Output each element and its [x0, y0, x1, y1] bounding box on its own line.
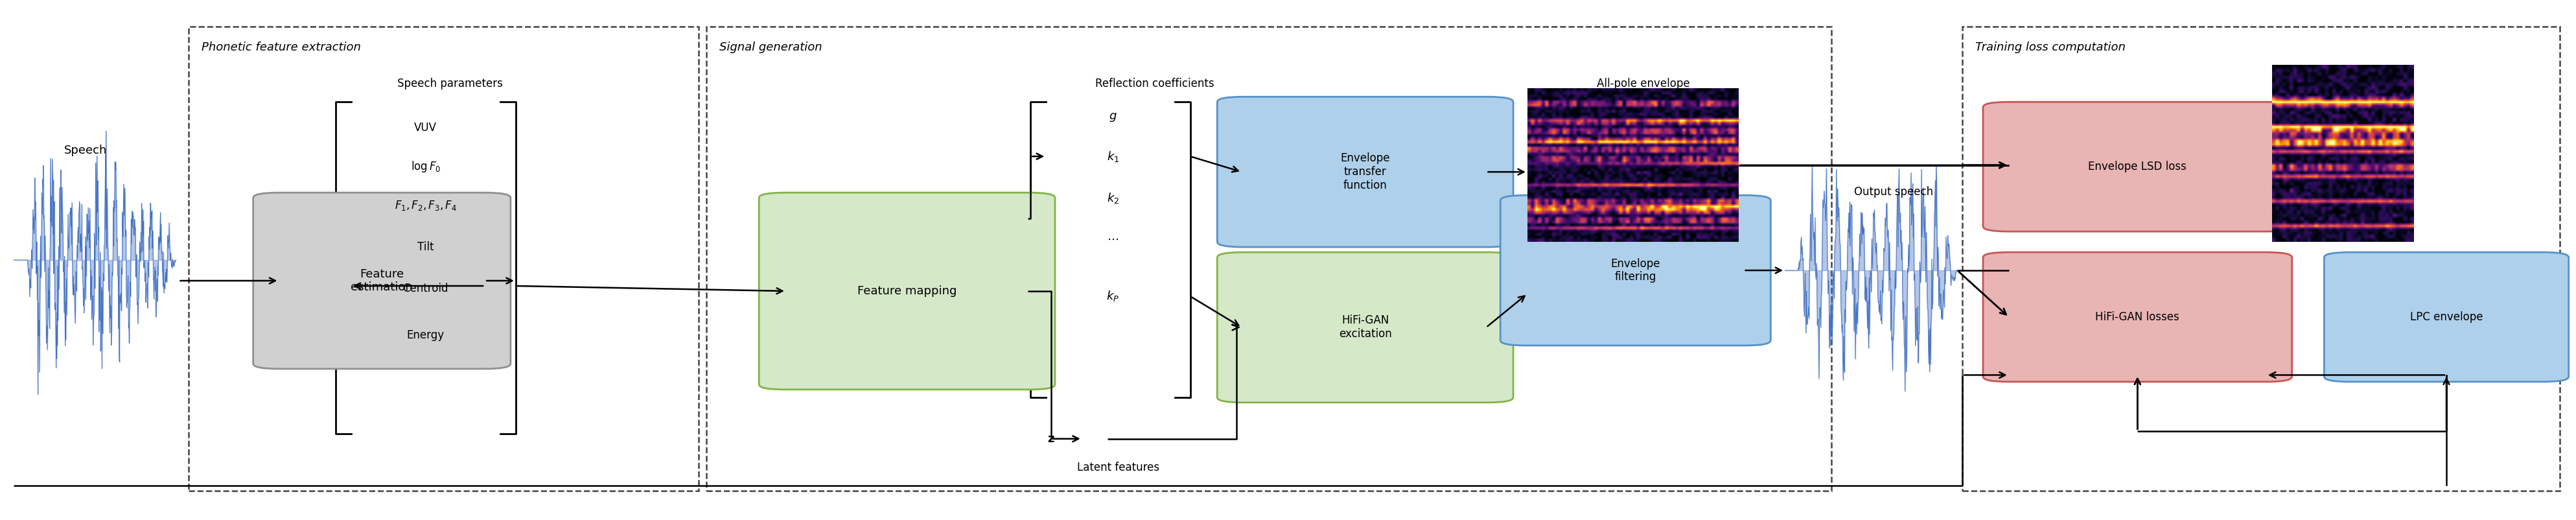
Text: $k_2$: $k_2$ — [1108, 191, 1118, 205]
Bar — [706, 27, 1832, 490]
Text: $k_P$: $k_P$ — [1108, 290, 1121, 303]
Text: Feature
estimation: Feature estimation — [350, 268, 412, 293]
Text: Output speech: Output speech — [1855, 186, 1935, 198]
FancyBboxPatch shape — [760, 192, 1056, 389]
Text: Speech: Speech — [64, 145, 108, 157]
Text: $\mathbf{z}$: $\mathbf{z}$ — [1048, 433, 1056, 445]
Text: $k_1$: $k_1$ — [1108, 150, 1118, 163]
Text: VUV: VUV — [415, 122, 438, 134]
Text: Envelope LSD loss: Envelope LSD loss — [2089, 161, 2187, 173]
FancyBboxPatch shape — [2324, 252, 2568, 382]
Text: Centroid: Centroid — [402, 283, 448, 294]
Text: Signal generation: Signal generation — [719, 42, 822, 54]
Text: $g$: $g$ — [1108, 112, 1118, 123]
Text: LPC envelope: LPC envelope — [2411, 311, 2483, 323]
Text: Tilt: Tilt — [417, 241, 433, 253]
FancyBboxPatch shape — [1218, 97, 1512, 247]
Text: Speech parameters: Speech parameters — [397, 78, 502, 89]
Text: Latent features: Latent features — [1077, 461, 1159, 473]
Text: Phonetic feature extraction: Phonetic feature extraction — [201, 42, 361, 54]
Text: $F_1, F_2, F_3, F_4$: $F_1, F_2, F_3, F_4$ — [394, 199, 456, 212]
Text: Reflection coefficients: Reflection coefficients — [1095, 78, 1213, 89]
Text: Envelope
transfer
function: Envelope transfer function — [1340, 152, 1391, 191]
FancyBboxPatch shape — [252, 192, 510, 369]
FancyBboxPatch shape — [1499, 195, 1770, 345]
Text: All-pole envelope: All-pole envelope — [1597, 78, 1690, 89]
Bar — [188, 27, 698, 490]
FancyBboxPatch shape — [1218, 252, 1512, 402]
Text: Feature mapping: Feature mapping — [858, 285, 956, 297]
Bar — [1963, 27, 2561, 490]
Text: HiFi-GAN losses: HiFi-GAN losses — [2094, 311, 2179, 323]
Text: Energy: Energy — [407, 329, 446, 341]
Text: $\log F_0$: $\log F_0$ — [410, 160, 440, 174]
Text: HiFi-GAN
excitation: HiFi-GAN excitation — [1340, 315, 1391, 340]
FancyBboxPatch shape — [1984, 252, 2293, 382]
Text: $\cdots$: $\cdots$ — [1108, 233, 1118, 245]
FancyBboxPatch shape — [1984, 102, 2293, 231]
Text: Envelope
filtering: Envelope filtering — [1610, 258, 1662, 283]
Text: Training loss computation: Training loss computation — [1976, 42, 2125, 54]
